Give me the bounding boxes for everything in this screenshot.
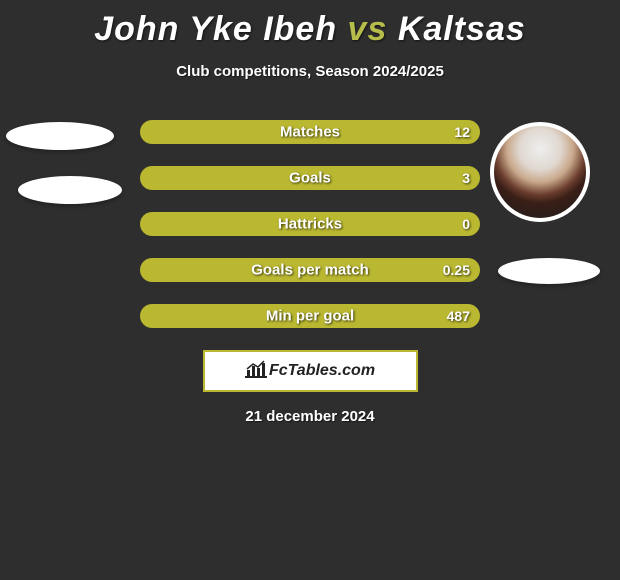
stat-value-right: 0.25 bbox=[443, 262, 470, 278]
stat-value-right: 3 bbox=[462, 170, 470, 186]
source-badge[interactable]: FcTables.com bbox=[203, 350, 418, 392]
player1-name: John Yke Ibeh bbox=[94, 10, 337, 48]
date-label: 21 december 2024 bbox=[0, 408, 620, 425]
stat-label: Min per goal bbox=[266, 308, 354, 325]
stat-label: Matches bbox=[280, 124, 340, 141]
chart-icon bbox=[245, 360, 267, 383]
player2-name: Kaltsas bbox=[398, 10, 526, 48]
subtitle: Club competitions, Season 2024/2025 bbox=[0, 63, 620, 80]
stat-value-right: 0 bbox=[462, 216, 470, 232]
stat-value-right: 487 bbox=[447, 308, 470, 324]
stat-value-right: 12 bbox=[454, 124, 470, 140]
stat-row-gpm: Goals per match 0.25 bbox=[140, 258, 480, 282]
stat-row-hattricks: Hattricks 0 bbox=[140, 212, 480, 236]
page-title: John Yke Ibeh vs Kaltsas bbox=[0, 0, 620, 49]
stat-label: Goals per match bbox=[251, 262, 369, 279]
stat-row-goals: Goals 3 bbox=[140, 166, 480, 190]
source-badge-text: FcTables.com bbox=[269, 362, 375, 380]
stat-row-matches: Matches 12 bbox=[140, 120, 480, 144]
stats-area: Matches 12 Goals 3 Hattricks 0 Goals per… bbox=[0, 120, 620, 425]
stat-row-mpg: Min per goal 487 bbox=[140, 304, 480, 328]
stat-label: Hattricks bbox=[278, 216, 342, 233]
vs-label: vs bbox=[348, 10, 388, 48]
stat-label: Goals bbox=[289, 170, 331, 187]
